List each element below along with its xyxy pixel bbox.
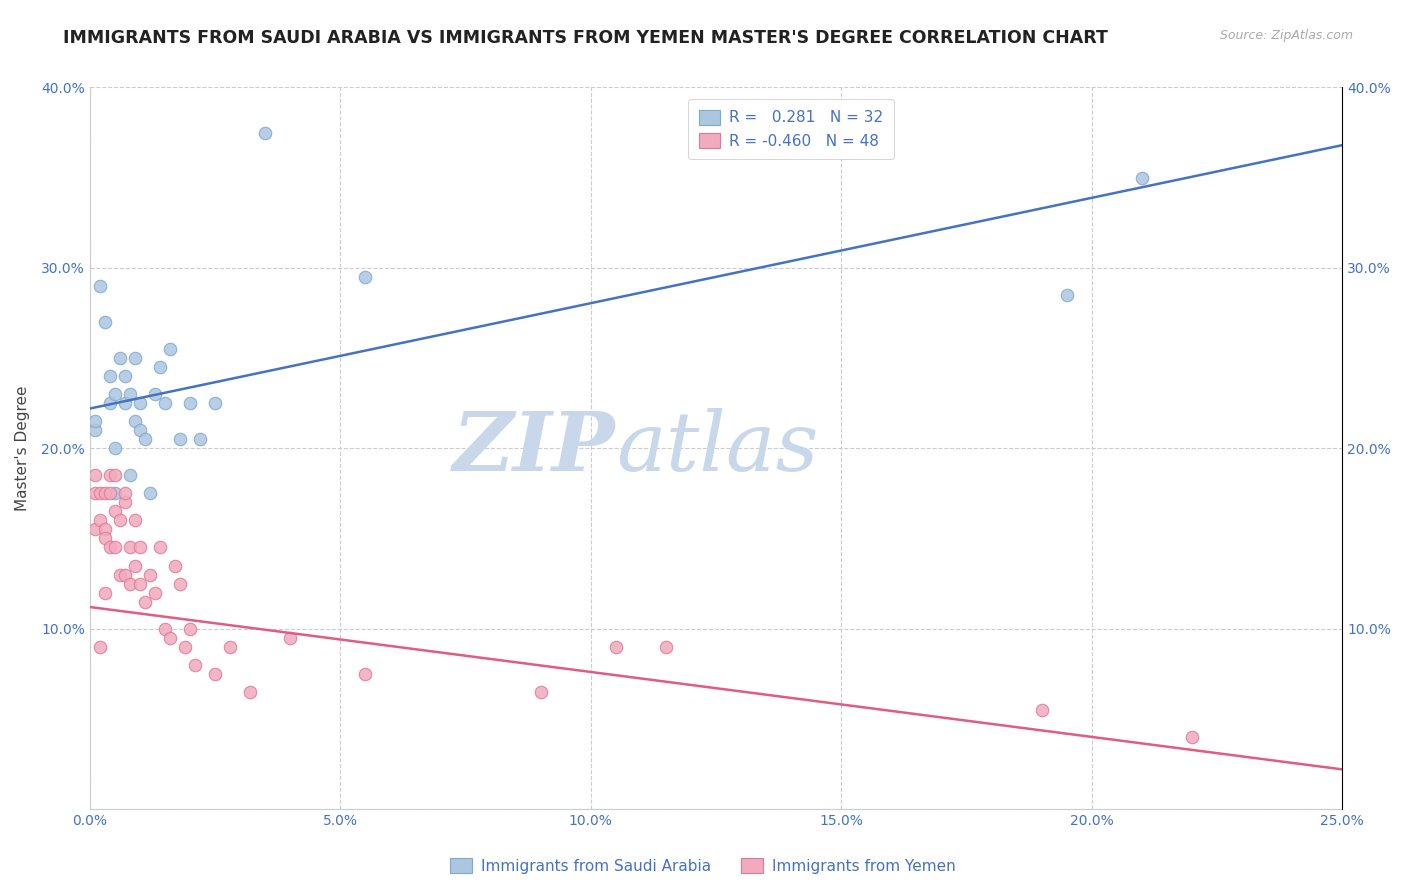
Point — [134, 594, 156, 608]
Point — [179, 396, 201, 410]
Text: IMMIGRANTS FROM SAUDI ARABIA VS IMMIGRANTS FROM YEMEN MASTER'S DEGREE CORRELATIO: IMMIGRANTS FROM SAUDI ARABIA VS IMMIGRAN… — [63, 29, 1108, 46]
Y-axis label: Master's Degree: Master's Degree — [15, 385, 30, 511]
Legend: R =   0.281   N = 32, R = -0.460   N = 48: R = 0.281 N = 32, R = -0.460 N = 48 — [688, 99, 894, 160]
Point — [114, 369, 136, 384]
Point — [98, 468, 121, 483]
Point — [114, 567, 136, 582]
Point — [118, 468, 141, 483]
Point — [1056, 288, 1078, 302]
Point — [94, 315, 117, 329]
Point — [83, 486, 105, 500]
Point — [278, 631, 301, 645]
Point — [104, 442, 127, 456]
Point — [118, 541, 141, 555]
Point — [169, 576, 191, 591]
Point — [179, 622, 201, 636]
Point — [530, 685, 553, 699]
Point — [98, 486, 121, 500]
Point — [129, 541, 152, 555]
Point — [159, 631, 181, 645]
Point — [98, 396, 121, 410]
Point — [83, 468, 105, 483]
Point — [94, 532, 117, 546]
Point — [129, 423, 152, 437]
Point — [94, 486, 117, 500]
Point — [108, 351, 131, 365]
Point — [129, 396, 152, 410]
Point — [124, 513, 146, 527]
Point — [98, 541, 121, 555]
Point — [169, 432, 191, 446]
Point — [124, 414, 146, 428]
Point — [219, 640, 242, 654]
Point — [204, 396, 226, 410]
Point — [143, 387, 166, 401]
Point — [104, 504, 127, 518]
Point — [159, 342, 181, 356]
Text: ZIP: ZIP — [453, 409, 616, 488]
Point — [114, 396, 136, 410]
Point — [118, 576, 141, 591]
Point — [143, 585, 166, 599]
Point — [89, 640, 111, 654]
Point — [354, 666, 377, 681]
Point — [354, 269, 377, 284]
Point — [83, 523, 105, 537]
Point — [114, 486, 136, 500]
Point — [104, 387, 127, 401]
Point — [104, 468, 127, 483]
Point — [149, 359, 172, 374]
Point — [1130, 170, 1153, 185]
Point — [104, 486, 127, 500]
Point — [139, 486, 162, 500]
Point — [83, 414, 105, 428]
Point — [89, 486, 111, 500]
Point — [108, 513, 131, 527]
Point — [1181, 730, 1204, 744]
Point — [239, 685, 262, 699]
Point — [83, 423, 105, 437]
Point — [139, 567, 162, 582]
Point — [108, 567, 131, 582]
Point — [89, 278, 111, 293]
Point — [1031, 703, 1053, 717]
Point — [114, 495, 136, 509]
Text: Source: ZipAtlas.com: Source: ZipAtlas.com — [1219, 29, 1353, 42]
Point — [605, 640, 627, 654]
Point — [98, 369, 121, 384]
Point — [129, 576, 152, 591]
Point — [188, 432, 211, 446]
Point — [124, 558, 146, 573]
Point — [134, 432, 156, 446]
Point — [94, 523, 117, 537]
Point — [104, 541, 127, 555]
Point — [118, 387, 141, 401]
Point — [94, 585, 117, 599]
Point — [89, 513, 111, 527]
Point — [254, 126, 277, 140]
Point — [174, 640, 197, 654]
Point — [655, 640, 678, 654]
Point — [184, 657, 207, 672]
Text: atlas: atlas — [616, 409, 818, 488]
Point — [153, 396, 176, 410]
Legend: Immigrants from Saudi Arabia, Immigrants from Yemen: Immigrants from Saudi Arabia, Immigrants… — [444, 852, 962, 880]
Point — [163, 558, 186, 573]
Point — [149, 541, 172, 555]
Point — [204, 666, 226, 681]
Point — [124, 351, 146, 365]
Point — [153, 622, 176, 636]
